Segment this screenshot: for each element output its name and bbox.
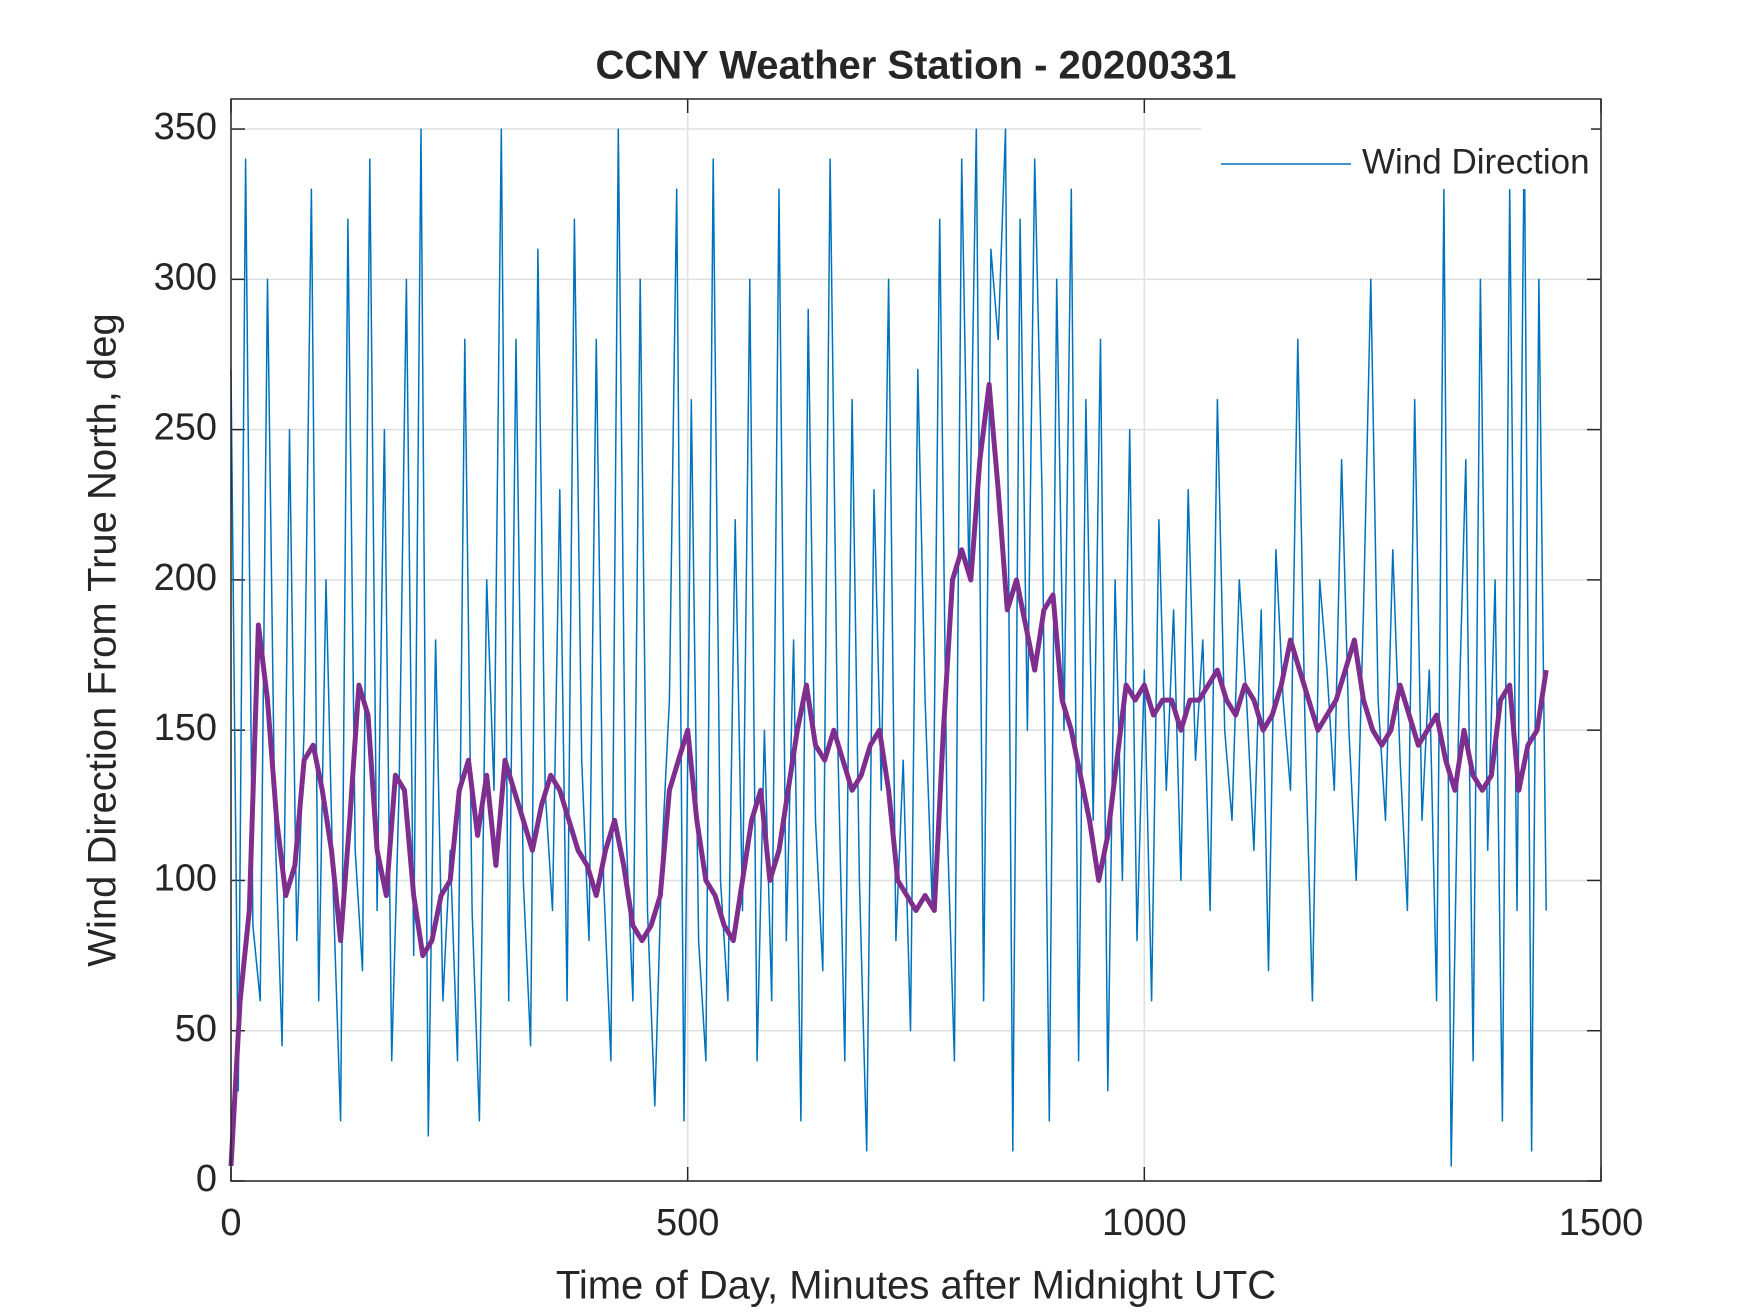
y-tick-label: 50	[175, 1008, 217, 1050]
legend-box	[1201, 119, 1591, 189]
y-tick-label: 150	[154, 707, 217, 749]
x-tick-label: 500	[656, 1202, 719, 1244]
y-tick-label: 250	[154, 407, 217, 449]
x-axis-label: Time of Day, Minutes after Midnight UTC	[556, 1264, 1276, 1308]
x-tick-label: 1500	[1559, 1202, 1644, 1244]
y-tick-label: 0	[196, 1158, 217, 1200]
x-tick-label: 1000	[1102, 1202, 1187, 1244]
chart-title: CCNY Weather Station - 20200331	[596, 44, 1237, 88]
y-axis-label: Wind Direction From True North, deg	[81, 313, 125, 967]
x-tick-label: 0	[220, 1202, 241, 1244]
y-tick-label: 300	[154, 256, 217, 298]
data-line	[230, 128, 1547, 1167]
axes-box	[230, 98, 1602, 1182]
legend-label: Wind Direction	[1362, 142, 1590, 181]
data-line	[228, 382, 1549, 1167]
y-tick-label: 350	[154, 106, 217, 148]
y-tick-label: 100	[154, 857, 217, 899]
y-tick-label: 200	[154, 557, 217, 599]
